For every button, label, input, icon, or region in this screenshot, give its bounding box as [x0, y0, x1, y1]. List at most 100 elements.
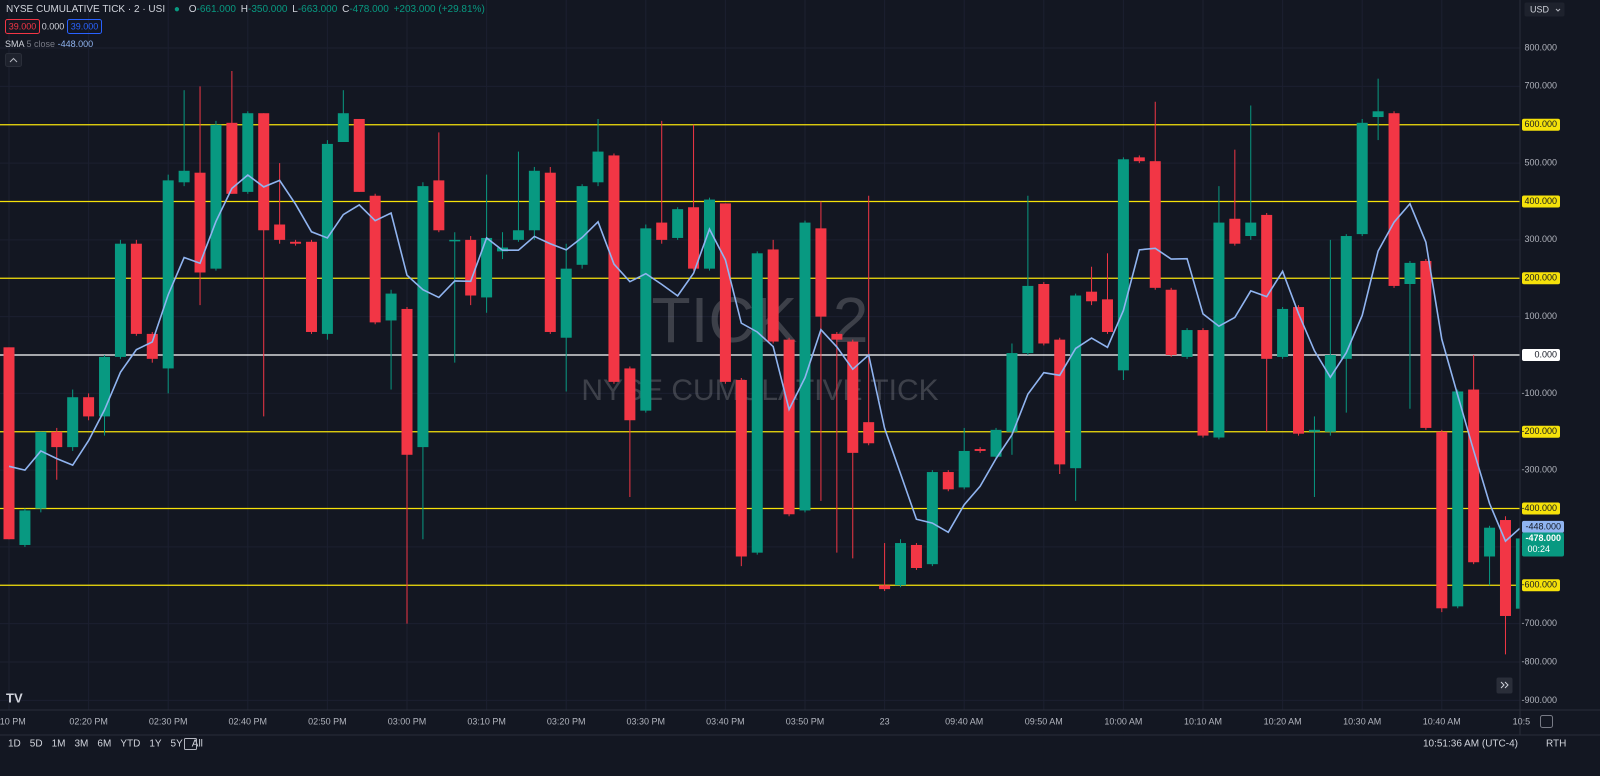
range-button[interactable]: YTD	[120, 739, 140, 750]
candle-body	[1197, 330, 1209, 436]
currency[interactable]: USD	[1530, 4, 1550, 14]
x-tick-label: 02:40 PM	[229, 716, 268, 726]
candle-body	[528, 170, 540, 231]
level-label: 200.000	[1524, 273, 1557, 283]
sma-params: 5 close	[27, 39, 56, 49]
currency-button[interactable]	[1524, 2, 1565, 17]
ask[interactable]: 39.000	[71, 21, 99, 31]
level-label: -600.000	[1521, 580, 1557, 590]
range-button[interactable]: All	[192, 739, 203, 750]
scroll-button[interactable]	[1496, 677, 1513, 694]
range-button[interactable]: 5Y	[171, 739, 184, 750]
range-button[interactable]: 5D	[30, 739, 43, 750]
indicator-legend[interactable]: SMA 5 close -448.000	[5, 39, 93, 49]
range-button[interactable]: 3M	[75, 739, 89, 750]
x-tick-label: 02:50 PM	[308, 716, 347, 726]
candle-body	[321, 143, 333, 334]
ask-box[interactable]	[67, 19, 102, 34]
settings-button[interactable]	[1540, 715, 1553, 728]
collapse-icon	[9, 57, 18, 63]
countdown: 00:24	[1527, 544, 1550, 554]
candle-body	[1101, 299, 1113, 332]
candle-body	[1022, 285, 1034, 354]
candle-body	[146, 333, 158, 359]
candle-body	[879, 585, 891, 590]
logo: TV	[6, 690, 23, 705]
candle-body	[863, 422, 875, 444]
level-label-box	[1522, 349, 1560, 361]
level-label-box	[1522, 579, 1560, 592]
range-button[interactable]: 1M	[52, 739, 66, 750]
range-button[interactable]: 1Y	[149, 739, 162, 750]
candle-body	[210, 124, 222, 269]
level-label: 400.000	[1524, 196, 1557, 206]
candle-body	[1356, 122, 1368, 235]
candle-body	[990, 429, 1002, 457]
axes: 800.000 700.000 600.000 500.000 400.000 300.0…	[0, 42, 1564, 726]
candle-body	[672, 209, 684, 238]
candle-body	[162, 180, 174, 369]
x-tick-label: 10:00 AM	[1104, 716, 1142, 726]
x-tick-label: 10:10 AM	[1184, 716, 1222, 726]
range-button[interactable]: 1D	[8, 739, 21, 750]
session[interactable]: RTH	[1546, 739, 1566, 750]
candle-body	[1420, 260, 1432, 428]
candle-body	[974, 449, 986, 451]
sma-line	[8, 173, 1522, 543]
x-tick-label: 09:50 AM	[1025, 716, 1063, 726]
candle-body	[1245, 222, 1257, 237]
candle-body	[130, 243, 142, 334]
level-label: -400.000	[1521, 503, 1557, 513]
sma-price-box	[1522, 520, 1564, 533]
c-label: C	[342, 4, 349, 15]
collapse-button[interactable]	[5, 53, 22, 67]
candle-body	[1468, 389, 1480, 563]
candle-body	[640, 228, 652, 411]
candle-body	[1324, 355, 1336, 432]
y-tick-label: 800.000	[1524, 42, 1557, 52]
range-button[interactable]: 6M	[97, 739, 111, 750]
candle-body	[1006, 353, 1018, 432]
level-label-box	[1522, 118, 1560, 131]
y-tick-label: -300.000	[1521, 465, 1557, 475]
candle-body	[910, 544, 922, 568]
candle-body	[449, 239, 461, 242]
candle-body	[35, 431, 47, 509]
candle-body	[512, 230, 524, 240]
y-tick-label: 700.000	[1524, 81, 1557, 91]
x-tick-label: 09:40 AM	[945, 716, 983, 726]
candle-body	[1499, 520, 1511, 616]
candle-body	[99, 356, 111, 417]
date-range-button[interactable]	[184, 738, 197, 750]
candle-body	[1340, 236, 1352, 359]
plot	[0, 71, 1527, 655]
bid[interactable]: 39.000	[9, 21, 37, 31]
change: +203.000 (+29.81%)	[394, 4, 485, 15]
candle-body	[1181, 330, 1193, 357]
candle-body	[3, 347, 15, 540]
sma-name: SMA	[5, 39, 25, 49]
candle-body	[544, 172, 556, 332]
x-tick-label: 02:30 PM	[149, 716, 188, 726]
candle-body	[1452, 391, 1464, 607]
clock: 10:51:36 AM (UTC-4)	[1423, 739, 1518, 750]
candle-body	[1404, 262, 1416, 284]
candle-body	[1308, 429, 1320, 432]
candle-body	[783, 339, 795, 515]
x-tick-label: 02:20 PM	[69, 716, 108, 726]
candle-body	[1165, 289, 1177, 355]
scroll-icon	[1500, 681, 1509, 689]
candle-body	[19, 510, 31, 545]
candle-body	[178, 170, 190, 183]
candle-body	[226, 122, 238, 194]
candle-body	[958, 450, 970, 488]
candle-body	[560, 268, 572, 338]
x-tick-label: 03:10 PM	[467, 716, 506, 726]
bid-box[interactable]	[5, 19, 40, 34]
status-dot: ●	[174, 4, 180, 15]
y-tick-label: -900.000	[1521, 695, 1557, 705]
candle-body	[401, 308, 413, 455]
x-tick-label: 10:20 AM	[1264, 716, 1302, 726]
symbol: NYSE CUMULATIVE TICK · 2 · USI	[6, 4, 165, 15]
